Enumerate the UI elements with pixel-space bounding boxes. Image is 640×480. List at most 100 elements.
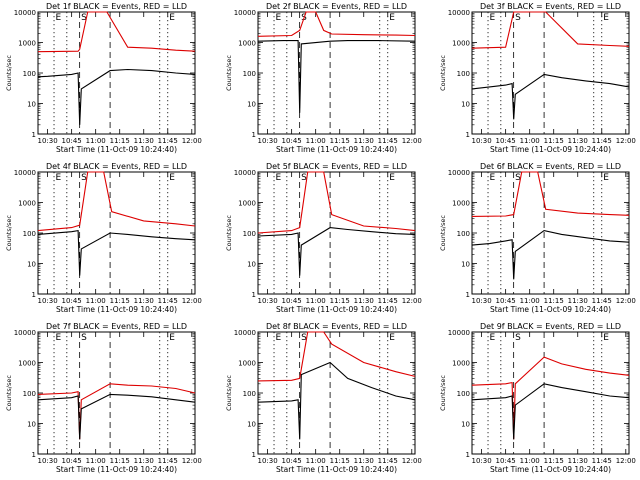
chart-panel-5: Det 5f BLACK = Events, RED = LLD 1 10 100 10… <box>225 162 422 314</box>
panel-title: Det 8f BLACK = Events, RED = LLD <box>266 322 407 331</box>
x-tick-label: 11:30 <box>568 137 588 145</box>
y-tick-label: 100 <box>243 70 256 78</box>
marker-label: S <box>301 333 307 343</box>
x-axis-label: Start Time (11-Oct-09 10:24:40) <box>490 305 611 314</box>
x-axis-label: Start Time (11-Oct-09 10:24:40) <box>56 305 177 314</box>
chart-panel-2: Det 2f BLACK = Events, RED = LLD 1 10 100 10… <box>225 2 422 154</box>
series-line-events <box>471 230 630 280</box>
series-line-events <box>257 40 416 113</box>
x-tick-label: 11:45 <box>378 297 398 305</box>
marker-label: E <box>169 333 175 343</box>
x-tick-label: 11:15 <box>330 457 350 465</box>
x-tick-label: 11:45 <box>158 297 178 305</box>
x-tick-label: 11:30 <box>568 297 588 305</box>
y-tick-label: 1 <box>32 291 36 299</box>
x-tick-label: 11:00 <box>306 457 326 465</box>
y-tick-label: 10 <box>247 261 256 269</box>
x-tick-label: 11:00 <box>520 137 540 145</box>
panel-title: Det 9f BLACK = Events, RED = LLD <box>480 322 621 331</box>
series-line-lld <box>257 171 416 234</box>
y-axis-label: Counts/sec <box>439 55 447 91</box>
series-line-lld <box>37 383 196 440</box>
x-tick-label: 11:45 <box>592 457 612 465</box>
series-line-lld <box>471 356 630 440</box>
x-tick-label: 12:00 <box>182 297 202 305</box>
y-tick-label: 10000 <box>14 9 36 17</box>
series-line-lld <box>257 11 416 37</box>
series-line-lld <box>471 11 630 49</box>
chart-panel-9: Det 9f BLACK = Events, RED = LLD 1 10 100 10… <box>439 322 636 474</box>
y-tick-label: 1000 <box>18 200 36 208</box>
x-tick-label: 10:30 <box>258 137 278 145</box>
panel-title: Det 3f BLACK = Events, RED = LLD <box>480 2 621 11</box>
x-tick-label: 11:00 <box>520 297 540 305</box>
marker-label: E <box>490 333 496 343</box>
marker-label: E <box>56 333 62 343</box>
y-tick-label: 1 <box>252 131 256 139</box>
marker-label: E <box>276 173 282 183</box>
x-tick-label: 11:15 <box>544 297 564 305</box>
x-tick-label: 10:45 <box>282 457 302 465</box>
y-tick-label: 1 <box>32 131 36 139</box>
x-tick-label: 12:00 <box>402 457 422 465</box>
y-tick-label: 10000 <box>234 169 256 177</box>
y-tick-label: 100 <box>457 70 470 78</box>
panel-title: Det 5f BLACK = Events, RED = LLD <box>266 162 407 171</box>
panel-title: Det 7f BLACK = Events, RED = LLD <box>46 322 187 331</box>
x-tick-label: 12:00 <box>402 137 422 145</box>
x-axis-label: Start Time (11-Oct-09 10:24:40) <box>276 465 397 474</box>
x-tick-label: 10:30 <box>38 297 58 305</box>
x-tick-label: 11:15 <box>110 297 130 305</box>
y-tick-label: 100 <box>457 390 470 398</box>
x-tick-label: 11:30 <box>354 457 374 465</box>
chart-panel-1: Det 1f BLACK = Events, RED = LLD 1 10 100 10… <box>5 2 202 154</box>
series-line-events <box>471 73 630 120</box>
marker-label: E <box>389 333 395 343</box>
x-tick-label: 11:30 <box>134 137 154 145</box>
x-tick-label: 10:30 <box>38 457 58 465</box>
y-axis-label: Counts/sec <box>225 55 233 91</box>
y-tick-label: 100 <box>23 70 36 78</box>
series-line-lld <box>37 11 196 53</box>
marker-label: E <box>389 13 395 23</box>
y-tick-label: 10 <box>461 101 470 109</box>
y-tick-label: 10000 <box>448 9 470 17</box>
marker-label: S <box>81 333 87 343</box>
marker-label: S <box>81 13 87 23</box>
y-tick-label: 1 <box>252 291 256 299</box>
y-tick-label: 10000 <box>14 169 36 177</box>
plot-frame <box>257 331 416 455</box>
series-line-events <box>37 68 196 125</box>
series-line-lld <box>37 171 196 232</box>
marker-label: E <box>276 13 282 23</box>
chart-panel-8: Det 8f BLACK = Events, RED = LLD 1 10 100 10… <box>225 322 422 474</box>
y-tick-label: 1000 <box>238 200 256 208</box>
panel-title: Det 6f BLACK = Events, RED = LLD <box>480 162 621 171</box>
y-tick-label: 1000 <box>238 360 256 368</box>
y-tick-label: 10 <box>27 101 36 109</box>
marker-label: E <box>169 13 175 23</box>
x-tick-label: 11:30 <box>134 457 154 465</box>
x-tick-label: 11:00 <box>520 457 540 465</box>
x-tick-label: 11:15 <box>544 137 564 145</box>
y-axis-label: Counts/sec <box>5 375 13 411</box>
y-tick-label: 10 <box>27 261 36 269</box>
marker-label: E <box>490 173 496 183</box>
y-tick-label: 1 <box>32 451 36 459</box>
x-tick-label: 12:00 <box>616 297 636 305</box>
y-tick-label: 100 <box>243 230 256 238</box>
plot-frame <box>471 11 630 135</box>
x-tick-label: 10:45 <box>62 297 82 305</box>
y-tick-label: 10000 <box>234 329 256 337</box>
plot-frame <box>471 331 630 455</box>
x-tick-label: 12:00 <box>616 457 636 465</box>
x-tick-label: 12:00 <box>402 297 422 305</box>
y-axis-label: Counts/sec <box>439 375 447 411</box>
x-tick-label: 10:30 <box>258 297 278 305</box>
plot-frame <box>471 171 630 295</box>
y-axis-label: Counts/sec <box>225 215 233 251</box>
x-axis-label: Start Time (11-Oct-09 10:24:40) <box>490 145 611 154</box>
y-tick-label: 10 <box>247 421 256 429</box>
chart-panel-7: Det 7f BLACK = Events, RED = LLD 1 10 100 10… <box>5 322 202 474</box>
